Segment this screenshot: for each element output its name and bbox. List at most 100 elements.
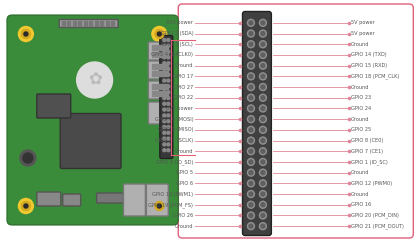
Text: Ground: Ground xyxy=(351,84,369,90)
Circle shape xyxy=(247,41,255,48)
FancyBboxPatch shape xyxy=(148,81,172,99)
Circle shape xyxy=(261,224,265,228)
Circle shape xyxy=(23,153,33,163)
Text: GPIO 18 (PCM_CLK): GPIO 18 (PCM_CLK) xyxy=(351,73,399,79)
Circle shape xyxy=(261,31,265,36)
Circle shape xyxy=(247,30,255,37)
Text: GPIO 21 (PCM_DOUT): GPIO 21 (PCM_DOUT) xyxy=(351,223,403,229)
Text: GPIO 26: GPIO 26 xyxy=(173,213,193,218)
Circle shape xyxy=(247,105,255,112)
Circle shape xyxy=(18,198,33,214)
Circle shape xyxy=(261,64,265,68)
Circle shape xyxy=(261,21,265,25)
Circle shape xyxy=(260,158,266,165)
FancyBboxPatch shape xyxy=(59,19,118,28)
Circle shape xyxy=(249,160,253,164)
Circle shape xyxy=(249,149,253,153)
Text: GPIO 16: GPIO 16 xyxy=(351,202,371,207)
Bar xyxy=(153,71,168,76)
Text: GPIO 23: GPIO 23 xyxy=(351,95,371,100)
Text: GPIO 25: GPIO 25 xyxy=(351,127,371,132)
Circle shape xyxy=(163,120,166,123)
Circle shape xyxy=(167,114,170,117)
Circle shape xyxy=(260,73,266,80)
Circle shape xyxy=(167,102,170,105)
FancyBboxPatch shape xyxy=(242,12,271,235)
FancyBboxPatch shape xyxy=(146,184,168,216)
Circle shape xyxy=(167,67,170,71)
Circle shape xyxy=(152,26,167,42)
Circle shape xyxy=(260,19,266,26)
Circle shape xyxy=(249,171,253,175)
Circle shape xyxy=(163,149,166,152)
Circle shape xyxy=(20,150,36,166)
Circle shape xyxy=(24,204,28,208)
Circle shape xyxy=(247,116,255,123)
Text: GPIO 4 (GPCLK0): GPIO 4 (GPCLK0) xyxy=(151,53,193,57)
Circle shape xyxy=(167,79,170,82)
Circle shape xyxy=(18,26,33,42)
Circle shape xyxy=(247,212,255,219)
Circle shape xyxy=(249,96,253,100)
Circle shape xyxy=(247,94,255,101)
Circle shape xyxy=(21,202,31,210)
Circle shape xyxy=(261,117,265,121)
Text: GPIO 1 (ID_SC): GPIO 1 (ID_SC) xyxy=(351,159,387,165)
Circle shape xyxy=(260,41,266,48)
Text: GPIO 27: GPIO 27 xyxy=(173,84,193,90)
Bar xyxy=(84,21,87,26)
FancyBboxPatch shape xyxy=(37,192,61,206)
Circle shape xyxy=(163,137,166,140)
Circle shape xyxy=(261,213,265,217)
Circle shape xyxy=(249,53,253,57)
Circle shape xyxy=(247,126,255,133)
Circle shape xyxy=(247,191,255,198)
FancyBboxPatch shape xyxy=(178,4,413,238)
Circle shape xyxy=(24,32,28,36)
Circle shape xyxy=(167,143,170,146)
Bar xyxy=(94,21,97,26)
Text: GPIO 12 (PWM0): GPIO 12 (PWM0) xyxy=(351,181,392,186)
Circle shape xyxy=(247,223,255,230)
Text: 3V3 power: 3V3 power xyxy=(166,20,193,25)
Circle shape xyxy=(247,158,255,165)
Circle shape xyxy=(260,137,266,144)
Circle shape xyxy=(260,30,266,37)
Circle shape xyxy=(163,50,166,53)
Text: Ground: Ground xyxy=(351,117,369,122)
Text: GPIO 14 (TXD): GPIO 14 (TXD) xyxy=(351,53,386,57)
Bar xyxy=(67,21,70,26)
Bar xyxy=(106,21,109,26)
Circle shape xyxy=(76,62,112,98)
Circle shape xyxy=(152,198,167,214)
Circle shape xyxy=(155,30,164,38)
Circle shape xyxy=(167,44,170,47)
Bar xyxy=(153,64,168,69)
Bar xyxy=(153,45,168,50)
Circle shape xyxy=(247,84,255,90)
Bar xyxy=(111,21,114,26)
Circle shape xyxy=(163,56,166,59)
Circle shape xyxy=(260,126,266,133)
Circle shape xyxy=(247,51,255,59)
Bar xyxy=(78,21,81,26)
Text: GPIO 2 (SDA): GPIO 2 (SDA) xyxy=(161,31,193,36)
FancyBboxPatch shape xyxy=(97,193,123,203)
Circle shape xyxy=(261,53,265,57)
Circle shape xyxy=(260,201,266,208)
Circle shape xyxy=(260,105,266,112)
Text: GPIO 20 (PCM_DIN): GPIO 20 (PCM_DIN) xyxy=(351,213,398,218)
Circle shape xyxy=(261,96,265,100)
Circle shape xyxy=(247,201,255,208)
Circle shape xyxy=(167,50,170,53)
Text: Ground: Ground xyxy=(351,170,369,175)
FancyBboxPatch shape xyxy=(60,114,121,168)
FancyBboxPatch shape xyxy=(160,36,173,158)
Text: Ground: Ground xyxy=(351,192,369,197)
Circle shape xyxy=(260,94,266,101)
Circle shape xyxy=(249,64,253,68)
FancyBboxPatch shape xyxy=(63,194,81,206)
Text: GPIO 3 (SCL): GPIO 3 (SCL) xyxy=(161,42,193,47)
Circle shape xyxy=(260,51,266,59)
Text: GPIO 6: GPIO 6 xyxy=(176,181,193,186)
